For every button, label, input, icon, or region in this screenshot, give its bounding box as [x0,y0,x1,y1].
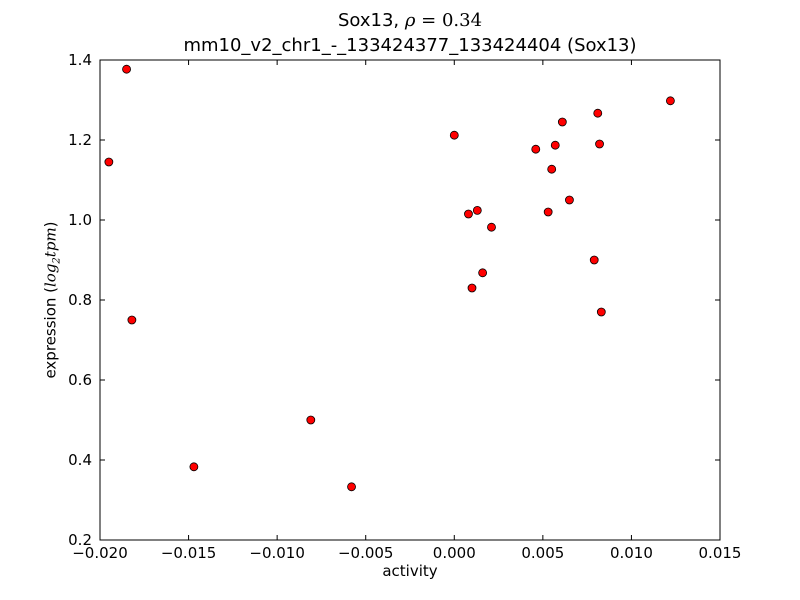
data-point [593,108,603,118]
x-tick-label: −0.020 [72,544,128,562]
title-rho-value: = 0.34 [415,10,483,31]
data-point [550,140,560,150]
y-tick-label: 1.0 [68,211,92,229]
x-axis-label: activity [382,562,438,580]
ylabel-tpm: tpm [41,227,60,258]
chart-title: Sox13, ρ = 0.34 [100,10,720,31]
data-point [589,255,599,265]
title-rho-symbol: ρ [404,10,416,31]
chart-subtitle: mm10_v2_chr1_-_133424377_133424404 (Sox1… [183,35,637,56]
data-point [487,222,496,232]
x-tick-label: 0.010 [610,544,653,562]
data-point [464,209,473,219]
y-tick-label: 1.4 [68,51,92,69]
ylabel-suffix: ) [41,221,60,228]
data-point [565,195,574,205]
y-tick-label: 0.4 [68,451,92,469]
data-point [347,482,356,492]
x-tick-label: −0.010 [249,544,305,562]
y-tick-label: 1.2 [68,131,92,149]
data-point [531,144,541,154]
y-tick-label: 0.2 [68,531,92,549]
ylabel-subscript: 2 [51,257,63,264]
x-tick-label: −0.015 [161,544,217,562]
x-tick-label: 0.005 [521,544,564,562]
data-point [478,268,488,278]
data-point [666,96,675,106]
x-tick-label: 0.000 [433,544,476,562]
data-point [306,415,316,425]
y-tick-label: 0.8 [68,291,92,309]
data-point [472,205,482,215]
data-point [543,207,553,217]
data-point [467,283,477,293]
data-point [104,157,114,167]
data-point [596,307,606,317]
data-point [189,462,199,472]
title-prefix: Sox13, [337,10,405,31]
data-point [127,315,137,325]
axis-ticks: −0.020 −0.015 −0.010 −0.005 0.000 0.005 0.010 0… [68,51,741,562]
y-axis-label: expression (log2tpm) [42,221,63,378]
ylabel-log: log [41,263,60,287]
ylabel-prefix: expression ( [41,287,60,379]
ylabel-math: log2tpm [41,227,63,287]
data-point [547,164,557,174]
x-tick-label: 0.015 [699,544,742,562]
y-tick-label: 0.6 [68,371,92,389]
plot-frame [99,59,721,541]
x-tick-label: −0.005 [338,544,394,562]
data-point [595,139,604,149]
data-points [104,64,675,492]
data-point [557,117,567,127]
data-point [122,64,131,74]
data-point [449,130,459,140]
